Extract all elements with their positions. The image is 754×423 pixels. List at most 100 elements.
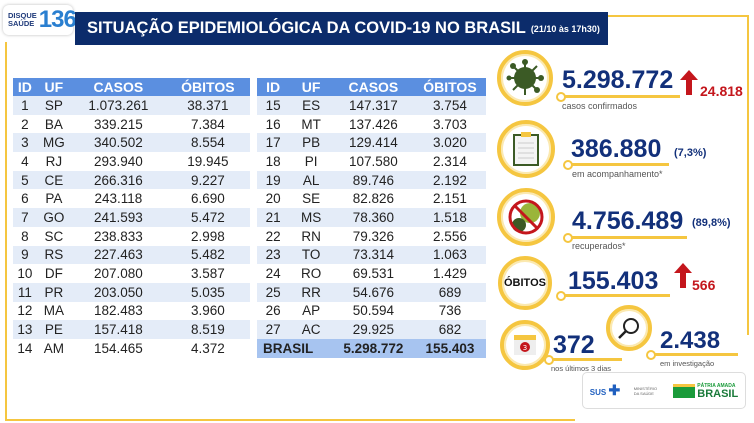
clipboard-icon-circle [497, 120, 555, 178]
table-row: 6 PA 243.118 6.690 [13, 189, 250, 208]
table-cell: 736 [438, 303, 462, 319]
table-cell: 4 [21, 153, 29, 169]
table-row: 27 AC 29.925 682 [257, 320, 486, 339]
table-row: 22 RN 79.326 2.556 [257, 227, 486, 246]
monitoring-label: em acompanhamento* [572, 169, 663, 179]
table-cell: 3.960 [190, 303, 225, 319]
table-cell: 5 [13, 170, 37, 190]
table-cell: 2.192 [413, 170, 486, 190]
table-cell: 1.063 [413, 245, 486, 265]
table-cell: 54.676 [332, 282, 414, 302]
table-row: 10 DF 207.080 3.587 [13, 264, 250, 283]
table-cell: 293.940 [93, 153, 143, 169]
table-cell: CE [36, 170, 71, 190]
table-cell: 8.519 [165, 320, 250, 339]
calendar-icon-circle: 3 [500, 320, 550, 370]
underline [563, 160, 669, 170]
table-cell: 137.426 [348, 116, 398, 132]
column-header: ÓBITOS [165, 78, 250, 96]
table-cell: 1.429 [433, 266, 467, 282]
table-cell: 78.360 [332, 208, 414, 227]
table-cell: 2.556 [433, 228, 467, 244]
table-row: 19 AL 89.746 2.192 [257, 170, 486, 190]
table-row: 26 AP 50.594 736 [257, 302, 486, 321]
table-cell: 20 [265, 191, 281, 207]
frame-line [747, 15, 749, 335]
table-cell: 243.118 [94, 191, 143, 207]
table-row: 13 PE 157.418 8.519 [13, 320, 250, 339]
table-row: 11 PR 203.050 5.035 [13, 282, 250, 302]
total-obitos: 155.403 [413, 338, 486, 358]
column-header: ID [13, 78, 37, 96]
table-cell: 339.215 [93, 116, 143, 132]
table-cell: 38.371 [165, 96, 250, 115]
table-cell: 227.463 [71, 245, 166, 265]
table-row: 8 SC 238.833 2.998 [13, 227, 250, 246]
clipboard-icon [513, 132, 539, 166]
table-cell: 9.227 [165, 170, 250, 190]
total-row: BRASIL 5.298.772 155.403 [257, 338, 486, 358]
government-logos: SUS ✚ MINISTÉRIO DA SAÚDE PÁTRIA AMADA BR… [582, 372, 746, 409]
table-cell: GO [36, 208, 71, 227]
table-cell: SP [36, 96, 71, 115]
table-row: 24 RO 69.531 1.429 [257, 264, 486, 283]
table-cell: ES [289, 96, 333, 115]
column-header: UF [289, 78, 333, 96]
table-cell: 5.035 [165, 282, 250, 302]
table-row: 23 TO 73.314 1.063 [257, 245, 486, 265]
table-cell: 203.050 [71, 282, 166, 302]
underline [544, 355, 622, 365]
column-header: ID [257, 78, 290, 96]
table-cell: 18 [265, 153, 281, 169]
table-cell: SE [302, 191, 321, 207]
recent-deaths-value: 372 [553, 331, 595, 359]
table-cell: 2.998 [190, 228, 225, 244]
table-cell: 17 [257, 133, 290, 153]
table-cell: PR [36, 282, 71, 302]
sus-text: SUS [589, 388, 607, 397]
calendar-icon: 3 [514, 335, 536, 355]
table-cell: PB [289, 133, 333, 153]
table-cell: MA [43, 303, 64, 319]
column-header: UF [36, 78, 71, 96]
table-cell: 689 [413, 282, 486, 302]
table-cell: RN [301, 228, 321, 244]
states-table-right: ID UF CASOS ÓBITOS 15 ES 147.317 3.754 16 MT 137.4… [257, 78, 486, 358]
table-cell: 340.502 [71, 133, 166, 153]
table-cell: 182.483 [93, 303, 143, 319]
monitoring-value: 386.880 [571, 135, 662, 163]
frame-line [5, 42, 7, 420]
investigation-value: 2.438 [660, 327, 721, 354]
recovered-pct: (89,8%) [692, 217, 731, 229]
table-row: 7 GO 241.593 5.472 [13, 208, 250, 227]
total-casos: 5.298.772 [332, 338, 414, 358]
up-arrow-icon [680, 70, 698, 95]
logo-number: 136 [38, 6, 77, 33]
table-cell: 3.020 [413, 133, 486, 153]
table-cell: 12 [17, 303, 33, 319]
table-cell: 157.418 [71, 320, 166, 339]
page-title: SITUAÇÃO EPIDEMIOLÓGICA DA COVID-19 NO B… [75, 12, 608, 45]
table-cell: 73.314 [332, 245, 414, 265]
recovered-icon-circle [497, 188, 555, 246]
table-row: 17 PB 129.414 3.020 [257, 133, 486, 153]
recovered-value: 4.756.489 [572, 207, 684, 235]
table-row: 14 AM 154.465 4.372 [13, 339, 250, 358]
table-cell: PI [304, 153, 318, 169]
frame-line [500, 15, 749, 17]
magnifier-icon-circle [606, 305, 652, 351]
table-cell: 129.414 [332, 133, 414, 153]
table-row: 1 SP 1.073.261 38.371 [13, 96, 250, 115]
table-cell: 11 [13, 282, 37, 302]
table-cell: 23 [257, 245, 290, 265]
table-row: 25 RR 54.676 689 [257, 282, 486, 302]
confirmed-value: 5.298.772 [562, 66, 674, 94]
underline [563, 233, 687, 243]
table-cell: 16 [265, 116, 281, 132]
timestamp: (21/10 às 17h30) [530, 23, 600, 34]
table-row: 2 BA 339.215 7.384 [13, 115, 250, 134]
table-cell: 26 [265, 303, 281, 319]
table-cell: 79.326 [352, 228, 395, 244]
table-cell: 14 [17, 340, 33, 356]
table-row: 12 MA 182.483 3.960 [13, 302, 250, 321]
